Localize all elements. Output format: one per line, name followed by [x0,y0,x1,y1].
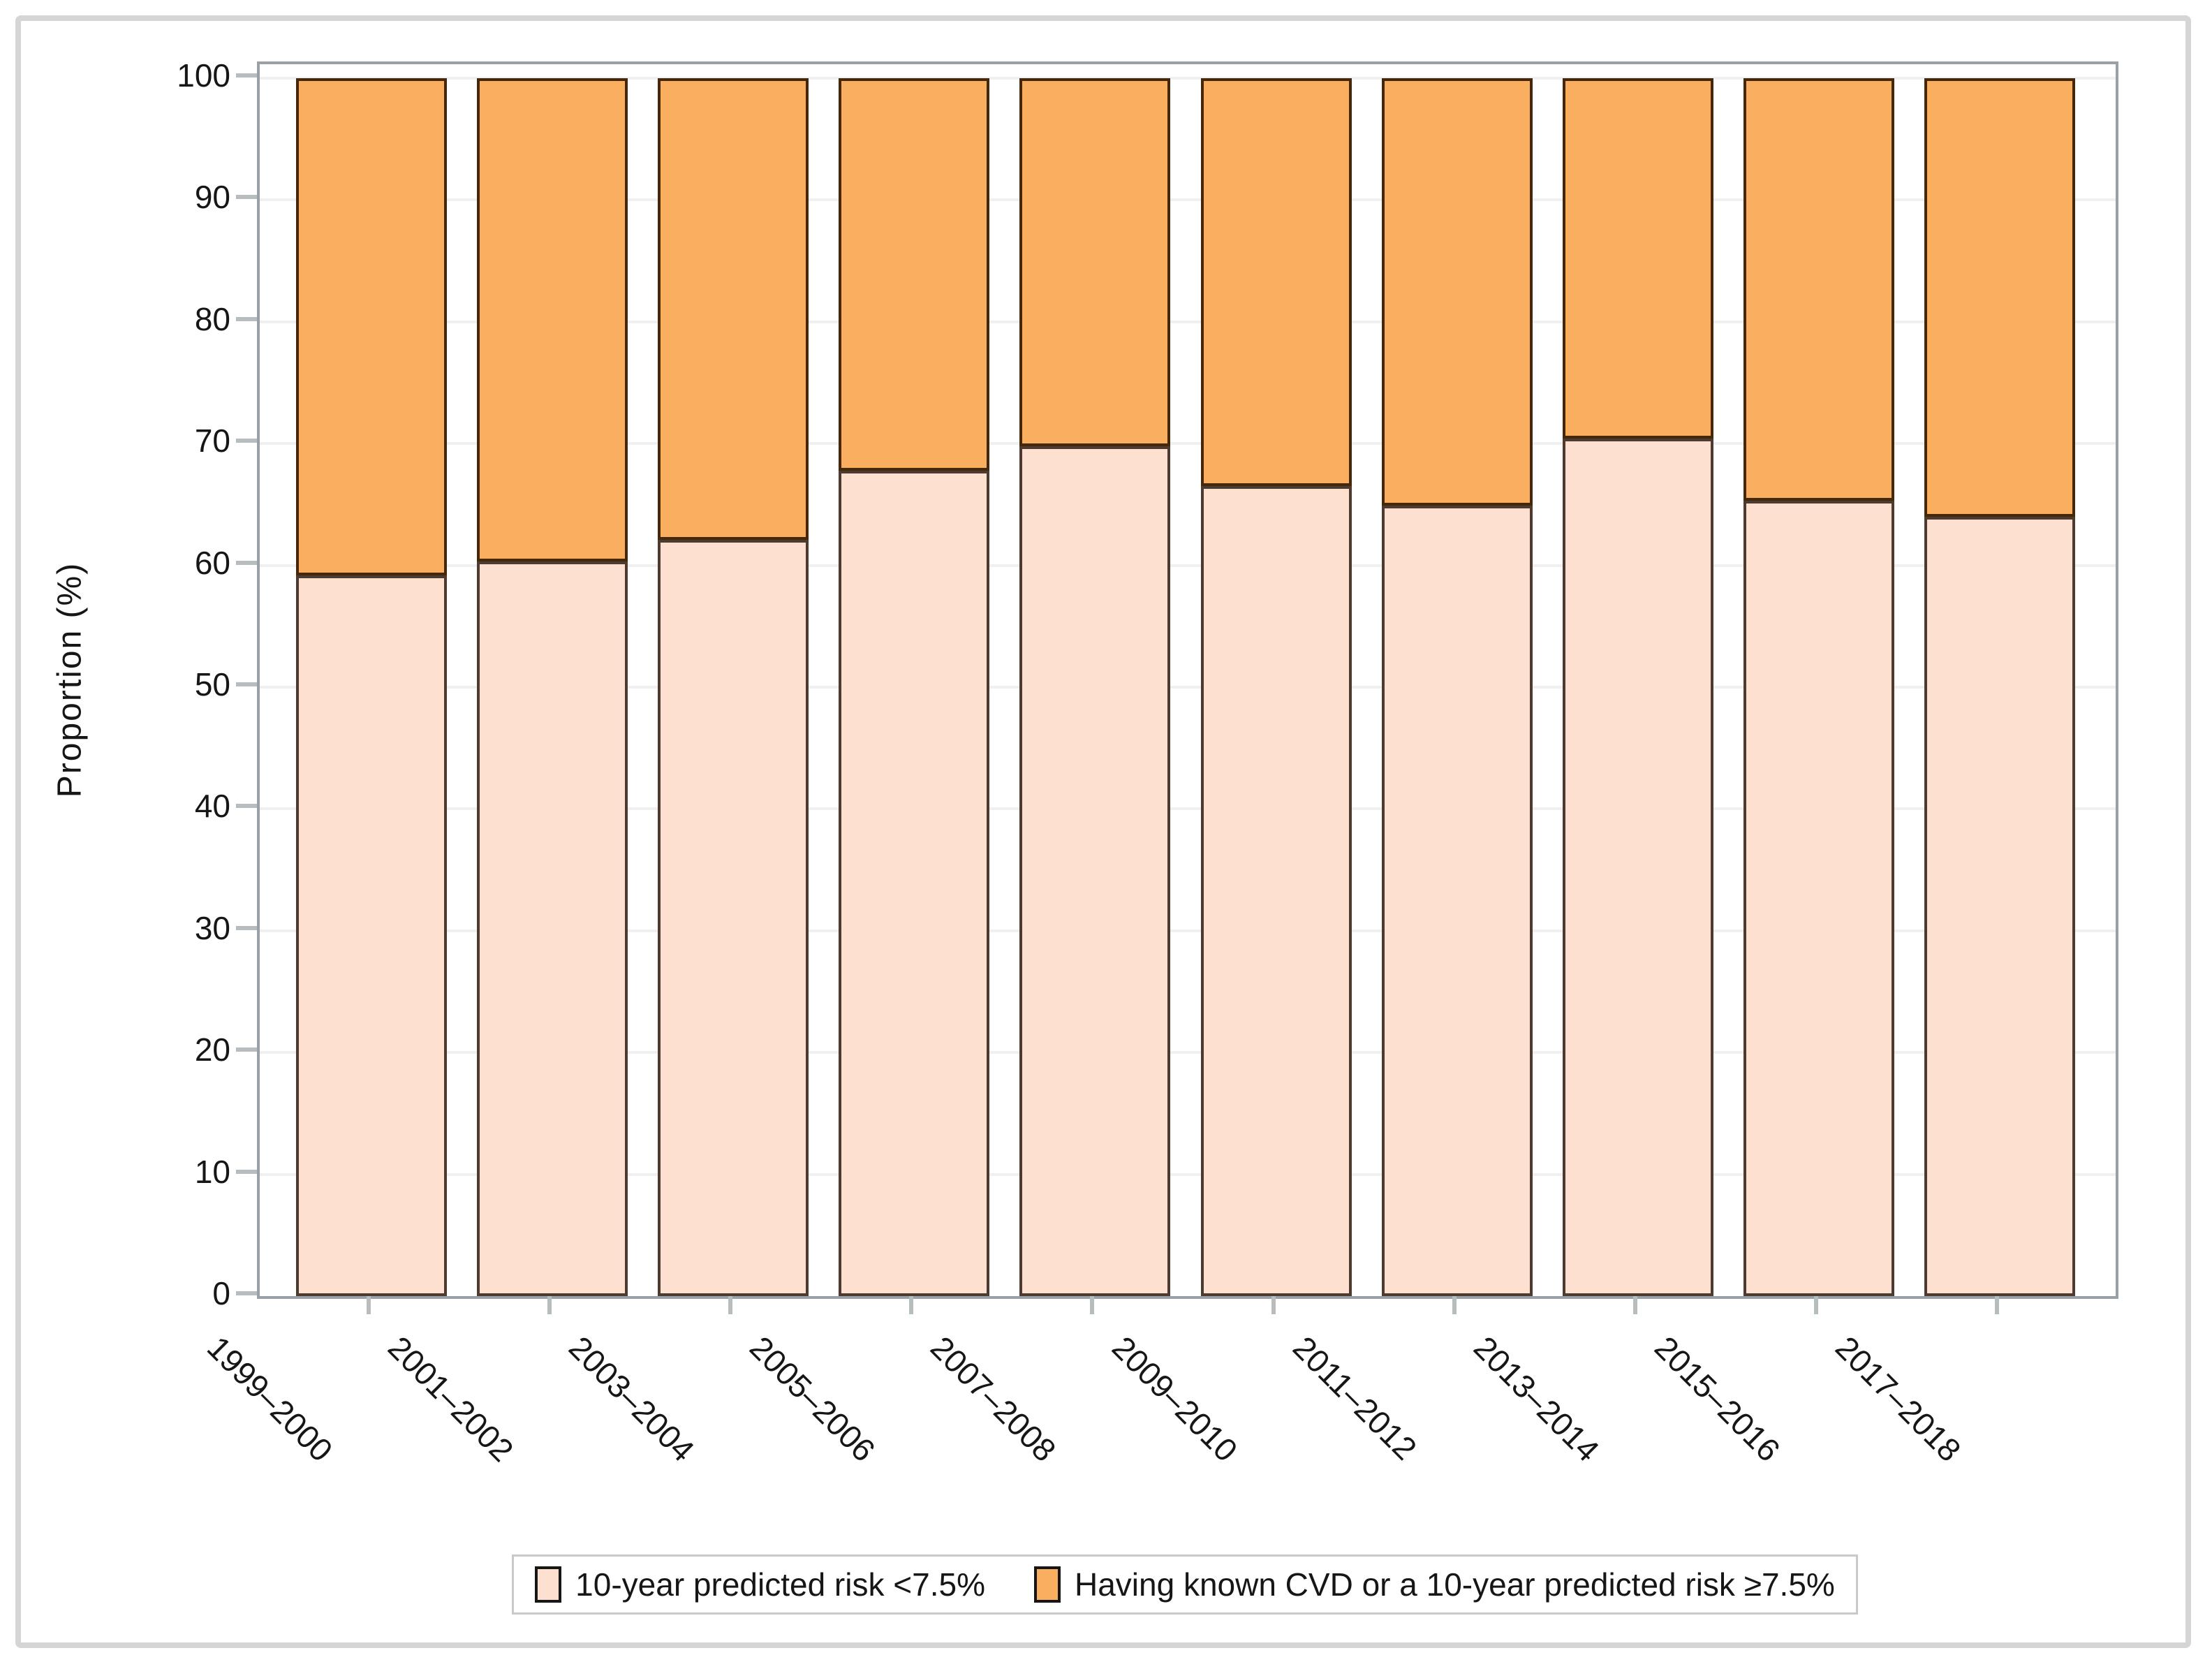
x-tick-2005–2006 [909,1296,914,1314]
y-tick-label-80: 80 [194,300,230,337]
y-tick-label-0: 0 [212,1275,230,1311]
gridline-30 [260,929,2116,932]
y-tick-100 [236,73,257,78]
y-tick-20 [236,1047,257,1052]
bar-segment-low-risk-2011–2012 [1381,506,1533,1296]
y-tick-60 [236,560,257,565]
legend-swatch-low-risk [535,1566,562,1603]
bar-segment-low-risk-2001–2002 [476,561,628,1296]
bar-segment-high-risk-2009–2010 [1200,78,1352,487]
bar-segment-high-risk-2017–2018 [1924,78,2076,517]
legend-item-low-risk: 10-year predicted risk <7.5% [535,1566,985,1603]
x-tick-2011–2012 [1452,1296,1457,1314]
x-tick-2003–2004 [728,1296,732,1314]
x-tick-1999–2000 [366,1296,371,1314]
legend-box: 10-year predicted risk <7.5% Having know… [512,1554,1858,1615]
gridline-10 [260,1172,2116,1176]
gridline-90 [260,198,2116,202]
y-tick-30 [236,925,257,930]
gridline-80 [260,320,2116,323]
y-tick-label-10: 10 [194,1153,230,1190]
legend-label-low-risk: 10-year predicted risk <7.5% [575,1566,985,1603]
gridline-20 [260,1051,2116,1054]
y-tick-40 [236,804,257,809]
bar-segment-low-risk-2007–2008 [1019,446,1171,1296]
y-tick-70 [236,439,257,443]
y-tick-10 [236,1169,257,1174]
x-tick-2001–2002 [547,1296,552,1314]
bar-segment-high-risk-2003–2004 [658,78,809,540]
figure-outer-border [15,15,2191,1648]
y-axis-title: Proportion (%) [51,561,89,798]
x-tick-2009–2010 [1271,1296,1276,1314]
bar-segment-high-risk-2007–2008 [1019,78,1171,446]
bar-segment-high-risk-2015–2016 [1743,78,1895,501]
gridline-60 [260,564,2116,567]
plot-area [257,61,2118,1299]
gridline-40 [260,807,2116,811]
y-tick-label-70: 70 [194,422,230,459]
bar-segment-high-risk-2011–2012 [1381,78,1533,506]
y-tick-label-30: 30 [194,909,230,946]
x-tick-2007–2008 [1090,1296,1095,1314]
bar-segment-low-risk-2009–2010 [1200,486,1352,1296]
gridline-50 [260,686,2116,689]
y-tick-0 [236,1291,257,1295]
gridline-100 [260,77,2116,80]
y-tick-label-100: 100 [177,57,230,94]
bar-segment-low-risk-1999–2000 [295,575,447,1296]
legend-container: 10-year predicted risk <7.5% Having know… [257,1554,2113,1615]
bar-segment-high-risk-2005–2006 [839,78,990,471]
y-tick-label-40: 40 [194,788,230,825]
y-tick-label-20: 20 [194,1031,230,1068]
legend-label-high-risk: Having known CVD or a 10-year predicted … [1074,1566,1835,1603]
y-tick-label-90: 90 [194,179,230,216]
y-tick-label-60: 60 [194,544,230,581]
x-tick-2017–2018 [1995,1296,2000,1314]
x-tick-2013–2014 [1633,1296,1637,1314]
bar-segment-low-risk-2013–2014 [1563,439,1713,1296]
bar-segment-low-risk-2017–2018 [1924,516,2076,1296]
bar-segment-high-risk-2013–2014 [1563,78,1713,439]
bar-segment-high-risk-1999–2000 [295,78,447,575]
legend-swatch-high-risk [1033,1566,1061,1603]
x-tick-2015–2016 [1814,1296,1819,1314]
bar-segment-high-risk-2001–2002 [476,78,628,562]
gridline-70 [260,442,2116,446]
y-tick-90 [236,195,257,200]
bar-segment-low-risk-2003–2004 [658,539,809,1296]
y-tick-50 [236,682,257,686]
legend-item-high-risk: Having known CVD or a 10-year predicted … [1033,1566,1835,1603]
bar-segment-low-risk-2015–2016 [1743,501,1895,1296]
bar-segment-low-risk-2005–2006 [839,470,990,1296]
y-tick-label-50: 50 [194,666,230,703]
y-tick-80 [236,316,257,321]
